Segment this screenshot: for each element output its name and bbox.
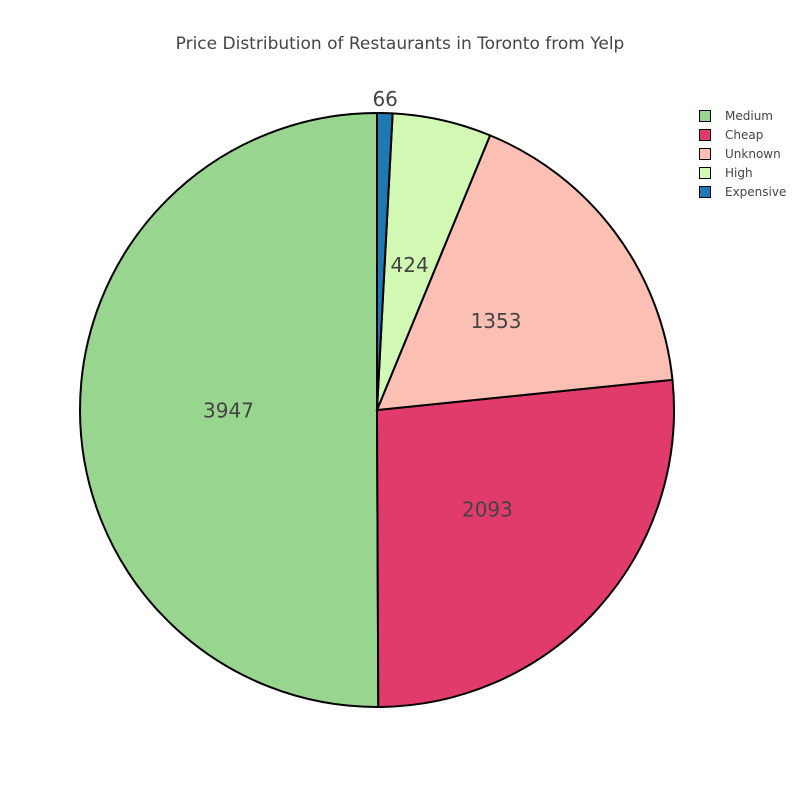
legend-label: Expensive: [725, 184, 787, 199]
pie-value-label-expensive: 66: [372, 87, 397, 111]
pie-value-label-unknown: 1353: [471, 309, 522, 333]
legend-item-medium[interactable]: Medium: [699, 106, 786, 125]
legend-swatch: [699, 109, 711, 122]
legend-swatch: [699, 147, 711, 160]
pie-value-label-medium: 3947: [203, 398, 254, 422]
legend-item-high[interactable]: High: [699, 163, 786, 182]
legend-label: Cheap: [725, 127, 764, 142]
legend[interactable]: Medium Cheap Unknown High Expensive: [699, 106, 786, 201]
legend-item-expensive[interactable]: Expensive: [699, 182, 786, 201]
pie-value-label-high: 424: [391, 253, 429, 277]
legend-label: Unknown: [725, 146, 781, 161]
pie-slice-expensive[interactable]: [376, 111, 394, 411]
legend-item-cheap[interactable]: Cheap: [699, 125, 786, 144]
pie-slice-medium[interactable]: [78, 111, 380, 708]
legend-swatch: [699, 185, 711, 198]
legend-swatch: [699, 128, 711, 141]
chart-title: Price Distribution of Restaurants in Tor…: [175, 34, 625, 54]
legend-item-unknown[interactable]: Unknown: [699, 144, 786, 163]
legend-label: High: [725, 165, 753, 180]
pie-slice-cheap[interactable]: [375, 378, 675, 709]
legend-swatch: [699, 166, 711, 179]
pie-slice-unknown[interactable]: [375, 134, 674, 412]
pie-value-label-cheap: 2093: [462, 497, 513, 521]
legend-label: Medium: [725, 108, 773, 123]
